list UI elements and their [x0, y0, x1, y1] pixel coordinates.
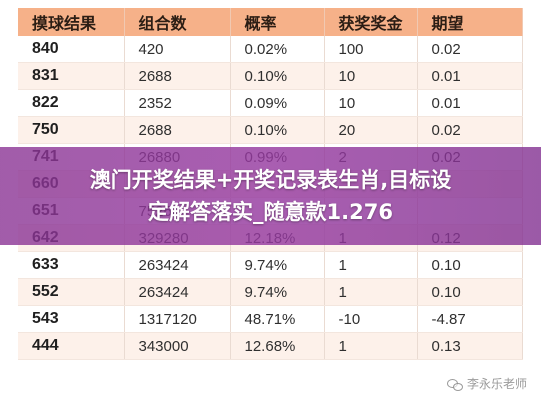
cell-expectation: 0.01: [417, 62, 523, 90]
table-row: 840 420 0.02% 100 0.02: [18, 36, 523, 63]
banner-line-1: 澳门开奖结果+开奖记录表生肖,目标设: [89, 168, 452, 192]
watermark-text: 李永乐老师: [466, 377, 527, 391]
cell-result: 831: [18, 62, 125, 90]
table-row: 552 263424 9.74% 1 0.10: [18, 278, 523, 306]
cell-prize: 100: [324, 36, 418, 63]
watermark: 李永乐老师: [446, 375, 527, 392]
title-banner: 澳门开奖结果+开奖记录表生肖,目标设 定解答落实_随意款1.276: [0, 147, 541, 245]
cell-combinations: 263424: [124, 278, 231, 306]
cell-expectation: 0.01: [417, 89, 523, 117]
cell-prize: 10: [324, 89, 418, 117]
header-prize: 获奖奖金: [324, 8, 418, 36]
cell-prize: 10: [324, 62, 418, 90]
cell-prize: 1: [324, 278, 418, 306]
cell-prize: 1: [324, 251, 418, 279]
banner-title: 澳门开奖结果+开奖记录表生肖,目标设 定解答落实_随意款1.276: [31, 164, 511, 228]
table-row: 543 1317120 48.71% -10 -4.87: [18, 305, 523, 333]
cell-result: 552: [18, 278, 125, 306]
cell-expectation: 0.10: [417, 251, 523, 279]
cell-probability: 48.71%: [230, 305, 325, 333]
cell-result: 444: [18, 332, 125, 360]
table-row: 444 343000 12.68% 1 0.13: [18, 332, 523, 360]
table-row: 822 2352 0.09% 10 0.01: [18, 89, 523, 117]
table-row: 633 263424 9.74% 1 0.10: [18, 251, 523, 279]
cell-probability: 0.10%: [230, 62, 325, 90]
cell-probability: 0.02%: [230, 36, 325, 63]
header-result: 摸球结果: [18, 8, 125, 36]
cell-combinations: 1317120: [124, 305, 231, 333]
cell-expectation: 0.13: [417, 332, 523, 360]
cell-probability: 0.10%: [230, 116, 325, 144]
cell-prize: -10: [324, 305, 418, 333]
cell-combinations: 343000: [124, 332, 231, 360]
cell-probability: 0.09%: [230, 89, 325, 117]
cell-result: 750: [18, 116, 125, 144]
cell-prize: 20: [324, 116, 418, 144]
table-row: 750 2688 0.10% 20 0.02: [18, 116, 523, 144]
cell-result: 840: [18, 36, 125, 63]
cell-probability: 9.74%: [230, 251, 325, 279]
wechat-icon: [446, 378, 463, 391]
cell-expectation: 0.02: [417, 36, 523, 63]
header-expectation: 期望: [417, 8, 523, 36]
cell-expectation: 0.02: [417, 116, 523, 144]
cell-expectation: 0.10: [417, 278, 523, 306]
cell-combinations: 420: [124, 36, 231, 63]
cell-combinations: 2688: [124, 62, 231, 90]
header-combinations: 组合数: [124, 8, 231, 36]
cell-result: 822: [18, 89, 125, 117]
table-row: 831 2688 0.10% 10 0.01: [18, 62, 523, 90]
cell-combinations: 2688: [124, 116, 231, 144]
table-header-row: 摸球结果 组合数 概率 获奖奖金 期望: [18, 8, 523, 36]
cell-probability: 9.74%: [230, 278, 325, 306]
cell-expectation: -4.87: [417, 305, 523, 333]
cell-probability: 12.68%: [230, 332, 325, 360]
banner-line-2: 定解答落实_随意款1.276: [148, 200, 393, 224]
cell-result: 543: [18, 305, 125, 333]
cell-combinations: 2352: [124, 89, 231, 117]
cell-combinations: 263424: [124, 251, 231, 279]
cell-result: 633: [18, 251, 125, 279]
cell-prize: 1: [324, 332, 418, 360]
header-probability: 概率: [230, 8, 325, 36]
